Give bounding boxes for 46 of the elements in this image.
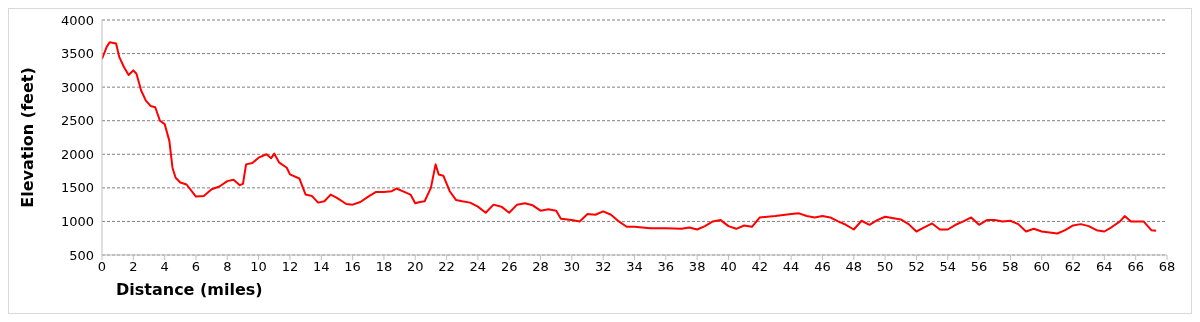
y-axis-title: Elevation (feet) <box>18 67 37 208</box>
x-tick-label: 46 <box>814 259 831 275</box>
x-tick-label: 2 <box>129 259 138 275</box>
x-tick-label: 64 <box>1096 259 1113 275</box>
x-axis-title: Distance (miles) <box>116 280 263 299</box>
x-tick-label: 56 <box>970 259 988 275</box>
x-tick-label: 22 <box>438 259 455 275</box>
x-tick-label: 0 <box>97 259 107 275</box>
x-tick-label: 58 <box>1002 259 1019 275</box>
x-tick-label: 6 <box>191 259 201 275</box>
x-tick-label: 20 <box>406 259 424 275</box>
x-tick-label: 26 <box>500 259 518 275</box>
x-tick-label: 34 <box>626 259 643 275</box>
x-tick-label: 60 <box>1033 259 1050 275</box>
x-tick-label: 66 <box>1127 259 1144 275</box>
y-tick-label: 2000 <box>60 146 94 162</box>
x-tick-label: 54 <box>939 259 957 275</box>
x-tick-label: 24 <box>469 259 487 275</box>
x-tick-label: 12 <box>281 259 299 275</box>
x-tick-label: 42 <box>751 259 769 275</box>
x-tick-label: 48 <box>845 259 863 275</box>
line-series <box>102 41 1158 235</box>
x-tick-label: 8 <box>223 259 232 275</box>
y-tick-label: 1000 <box>60 214 94 230</box>
x-tick-label: 16 <box>344 259 361 275</box>
x-tick-label: 68 <box>1158 259 1176 275</box>
y-tick-label: 3500 <box>60 46 94 62</box>
x-tick-label: 10 <box>250 259 267 275</box>
x-tick-label: 4 <box>160 259 169 275</box>
x-tick-label: 62 <box>1064 259 1082 275</box>
x-tick-label: 32 <box>594 259 612 275</box>
x-tick-label: 36 <box>657 259 675 275</box>
y-tick-label: 500 <box>69 247 94 263</box>
y-tick-label: 3000 <box>60 79 94 95</box>
x-tick-label: 14 <box>312 259 330 275</box>
y-tick-label: 1500 <box>60 180 94 196</box>
y-tick-label: 4000 <box>60 12 94 28</box>
x-tick-label: 52 <box>908 259 925 275</box>
x-tick-label: 30 <box>563 259 581 275</box>
x-tick-label: 28 <box>532 259 549 275</box>
x-tick-label: 18 <box>375 259 393 275</box>
x-tick-label: 38 <box>688 259 706 275</box>
y-tick-label: 2500 <box>60 113 94 129</box>
x-tick-label: 40 <box>720 259 737 275</box>
x-tick-label: 44 <box>782 259 800 275</box>
x-tick-label: 50 <box>876 259 894 275</box>
